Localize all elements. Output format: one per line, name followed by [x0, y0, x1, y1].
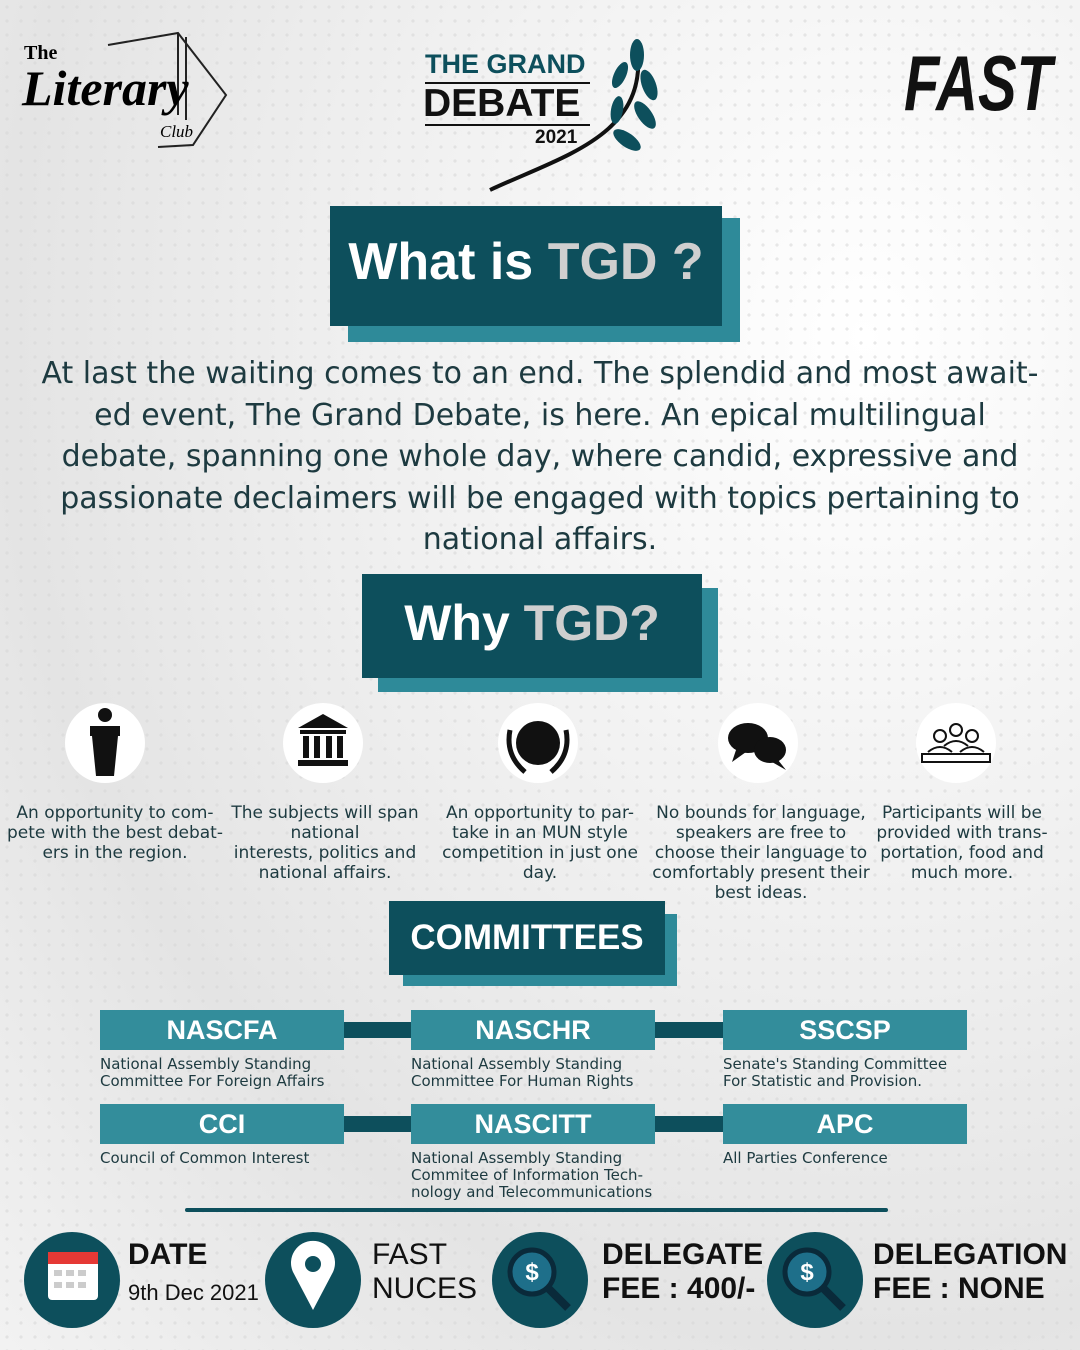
committee-abbr: NASCITT [411, 1104, 655, 1144]
committees-heading: COMMITTEES [410, 918, 644, 957]
paragraph-line: At last the waiting comes to an end. The… [41, 356, 1039, 391]
committee-name: Senate's Standing Committee [723, 1055, 948, 1073]
heading-text: What is [348, 233, 534, 291]
committee-name: National Assembly Standing [411, 1149, 623, 1167]
reason-text: competition in just one [442, 843, 638, 863]
what-heading: What is TGD ? [330, 232, 722, 292]
heading-highlight: TGD ? [547, 233, 704, 291]
footer-label: DELEGATION [873, 1238, 1068, 1271]
heading-highlight: TGD? [523, 595, 660, 651]
reason-text: No bounds for language, [656, 803, 866, 823]
footer-icons: $ $ [24, 1232, 863, 1328]
paragraph-line: ed event, The Grand Debate, is here. An … [94, 397, 986, 433]
reason-text: ers in the region. [42, 843, 188, 863]
reason-text: provided with trans- [876, 823, 1048, 843]
connector [655, 1022, 723, 1038]
reason-text: choose their language to [654, 843, 868, 863]
fast-logo-text: FAST [904, 40, 1057, 120]
paragraph-line: national affairs. [422, 522, 658, 557]
reason-text: The subjects will span [231, 803, 419, 823]
reason-text: speakers are free to [675, 823, 847, 843]
logo-name: Literary [21, 60, 189, 116]
footer-value: 9th Dec 2021 [128, 1280, 259, 1305]
event-line1: THE GRAND [425, 49, 586, 79]
committee-name: National Assembly Standing [100, 1055, 312, 1073]
logo-the: The [24, 42, 57, 64]
committee-abbr: NASCHR [411, 1010, 655, 1050]
committee-name: Commitee of Information Tech- [411, 1166, 643, 1184]
footer-value: FEE : NONE [873, 1272, 1045, 1305]
heading-box [330, 206, 722, 326]
reason-text: best ideas. [714, 883, 808, 903]
event-logo: THE GRAND DEBATE 2021 [423, 39, 658, 192]
reason-text: pete with the best debat- [7, 823, 223, 843]
committee-name: Committee For Human Rights [411, 1072, 634, 1090]
reason-text: An opportunity to par- [446, 803, 634, 823]
reason-text: national affairs. [258, 863, 392, 883]
svg-text:$: $ [525, 1259, 539, 1286]
reason-text: comfortably present their [652, 863, 870, 883]
connector [655, 1116, 723, 1132]
reason-text: An opportunity to com- [16, 803, 214, 823]
committee-abbr: SSCSP [723, 1010, 967, 1050]
committee-abbr: CCI [100, 1104, 344, 1144]
reason-text: much more. [910, 863, 1014, 883]
logo-club: Club [160, 122, 193, 141]
footer-label: DELEGATE [602, 1238, 764, 1271]
heading-box [389, 901, 665, 975]
paragraph-line: debate, spanning one whole day, where ca… [61, 439, 1019, 474]
committee-name: National Assembly Standing [411, 1055, 623, 1073]
committee-name: All Parties Conference [723, 1149, 888, 1167]
literary-logo: The Literary Club [21, 31, 228, 148]
committee-name: For Statistic and Provision. [723, 1072, 922, 1090]
svg-text:$: $ [800, 1259, 814, 1286]
heading-text: Why [404, 595, 510, 651]
footer-value: FEE : 400/- [602, 1272, 756, 1305]
footer-value: NUCES [372, 1272, 478, 1305]
paragraph-line: passionate declaimers will be engaged wi… [60, 480, 1020, 516]
reason-text: interests, politics and [233, 843, 417, 863]
reason-icons [65, 703, 996, 783]
committee-name: Committee For Foreign Affairs [100, 1072, 325, 1090]
committee-name: Council of Common Interest [100, 1149, 310, 1167]
event-line2: DEBATE [423, 82, 580, 125]
reason-text: portation, food and [880, 843, 1044, 863]
footer-label: DATE [128, 1238, 208, 1271]
reason-text: take in an MUN style [452, 823, 628, 843]
fast-logo: FAST [904, 40, 1057, 120]
connector [344, 1116, 412, 1132]
reason-text: national [290, 823, 360, 843]
committee-abbr: NASCFA [100, 1010, 344, 1050]
heading-box [362, 574, 702, 678]
committee-name: nology and Telecommunications [411, 1183, 653, 1201]
why-heading: Why TGD? [362, 594, 702, 652]
committee-abbr: APC [723, 1104, 967, 1144]
event-year: 2021 [535, 127, 578, 148]
divider [185, 1208, 888, 1212]
reason-text: Participants will be [882, 803, 1042, 823]
connector [344, 1022, 412, 1038]
reason-text: day. [522, 863, 558, 883]
footer-label: FAST [372, 1238, 448, 1271]
